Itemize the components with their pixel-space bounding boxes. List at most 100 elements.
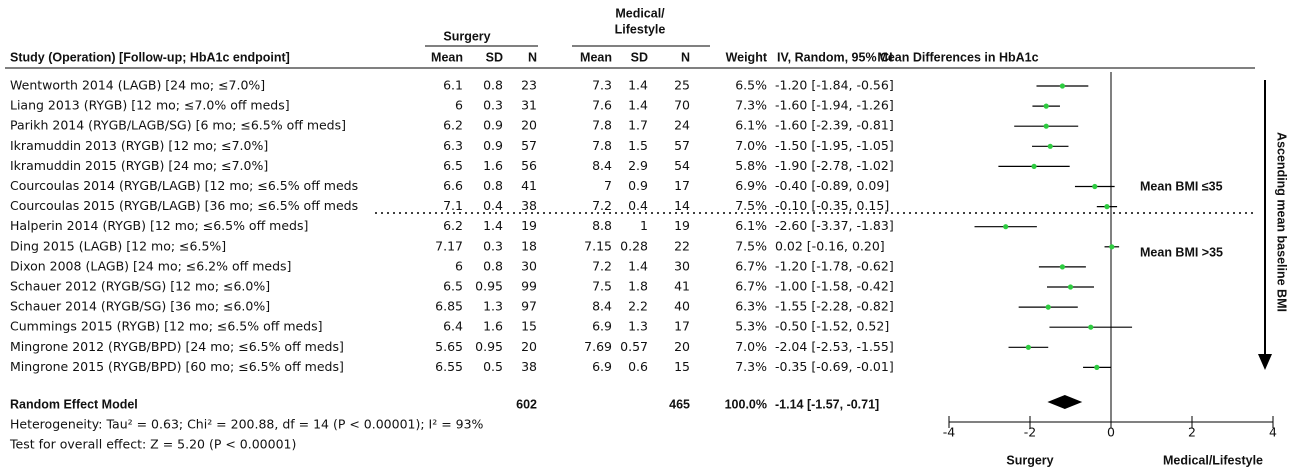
- ci-cell: -1.90 [-2.78, -1.02]: [775, 158, 894, 173]
- overall-test: Test for overall effect: Z = 5.20 (P < 0…: [9, 437, 296, 452]
- study-name: Mingrone 2012 (RYGB/BPD) [24 mo; ≤6.5% o…: [10, 339, 344, 354]
- effect-point: [1031, 163, 1037, 169]
- surgery-cell: 6.85: [435, 299, 463, 314]
- surgery-cell: 1.4: [483, 218, 503, 233]
- medical-cell: 0.57: [620, 339, 648, 354]
- medical-cell: 30: [674, 258, 690, 273]
- surgery-cell: 31: [521, 98, 537, 113]
- summary-n: 465: [669, 397, 690, 411]
- medical-cell: 2.2: [628, 299, 648, 314]
- weight-cell: 5.8%: [735, 158, 767, 173]
- surgery-cell: 0.9: [483, 118, 503, 133]
- plot-title: Mean Differences in HbA1c: [877, 50, 1038, 64]
- medical-cell: 0.6: [628, 359, 648, 374]
- surgery-cell: 1.6: [483, 319, 503, 334]
- study-name: Ikramuddin 2013 (RYGB) [12 mo; ≤7.0%]: [10, 138, 268, 153]
- effect-point: [1109, 244, 1115, 250]
- effect-point: [1045, 304, 1051, 310]
- x-tick-label: -4: [943, 425, 956, 440]
- medical-cell: 14: [674, 198, 690, 213]
- surgery-cell: 20: [521, 339, 537, 354]
- medical-cell: 1.5: [628, 138, 648, 153]
- x-side-label: Medical/Lifestyle: [1163, 453, 1263, 467]
- summary-diamond: [1047, 395, 1083, 409]
- group-header: Medical/: [615, 6, 665, 20]
- surgery-cell: 6.4: [443, 319, 463, 334]
- medical-cell: 7.15: [584, 238, 612, 253]
- medical-cell: 7.8: [592, 118, 612, 133]
- effect-point: [1043, 123, 1049, 129]
- study-name: Cummings 2015 (RYGB) [12 mo; ≤6.5% off m…: [10, 319, 323, 334]
- ci-cell: -1.20 [-1.84, -0.56]: [775, 78, 894, 93]
- summary-label: Random Effect Model: [10, 397, 138, 411]
- column-header: SD: [486, 50, 503, 64]
- surgery-cell: 0.3: [483, 98, 503, 113]
- medical-cell: 7: [604, 178, 612, 193]
- medical-cell: 1.3: [628, 319, 648, 334]
- ci-cell: -2.60 [-3.37, -1.83]: [775, 218, 894, 233]
- x-side-label: Surgery: [1006, 453, 1053, 467]
- column-header: Mean: [431, 50, 463, 64]
- trend-label: Ascending mean baseline BMI: [1275, 132, 1289, 312]
- summary-weight: 100.0%: [725, 397, 767, 411]
- medical-cell: 1.8: [628, 279, 648, 294]
- medical-cell: 7.69: [584, 339, 612, 354]
- surgery-cell: 1.3: [483, 299, 503, 314]
- surgery-cell: 97: [521, 299, 537, 314]
- medical-cell: 7.2: [592, 258, 612, 273]
- surgery-cell: 6: [455, 98, 463, 113]
- column-header: Weight: [726, 50, 768, 64]
- weight-cell: 7.5%: [735, 198, 767, 213]
- medical-cell: 7.8: [592, 138, 612, 153]
- surgery-cell: 15: [521, 319, 537, 334]
- effect-point: [1025, 344, 1031, 350]
- weight-cell: 6.9%: [735, 178, 767, 193]
- medical-cell: 22: [674, 238, 690, 253]
- ci-cell: -1.50 [-1.95, -1.05]: [775, 138, 894, 153]
- weight-cell: 5.3%: [735, 319, 767, 334]
- study-name: Wentworth 2014 (LAGB) [24 mo; ≤7.0%]: [10, 78, 265, 93]
- medical-cell: 0.28: [620, 238, 648, 253]
- medical-cell: 20: [674, 339, 690, 354]
- medical-cell: 19: [674, 218, 690, 233]
- study-name: Ikramuddin 2015 (RYGB) [24 mo; ≤7.0%]: [10, 158, 268, 173]
- medical-cell: 7.5: [592, 279, 612, 294]
- medical-cell: 40: [674, 299, 690, 314]
- ci-cell: 0.02 [-0.16, 0.20]: [775, 238, 885, 253]
- effect-point: [1043, 103, 1049, 109]
- ci-cell: -0.50 [-1.52, 0.52]: [775, 319, 889, 334]
- column-header: N: [528, 50, 537, 64]
- effect-point: [1088, 324, 1094, 330]
- surgery-cell: 41: [521, 178, 537, 193]
- x-tick-label: 4: [1269, 425, 1277, 440]
- medical-cell: 6.9: [592, 359, 612, 374]
- heterogeneity: Heterogeneity: Tau² = 0.63; Chi² = 200.8…: [10, 417, 484, 432]
- surgery-cell: 38: [521, 359, 537, 374]
- surgery-cell: 19: [521, 218, 537, 233]
- surgery-cell: 56: [521, 158, 537, 173]
- study-name: Dixon 2008 (LAGB) [24 mo; ≤6.2% off meds…: [10, 258, 291, 273]
- medical-cell: 8.8: [592, 218, 612, 233]
- surgery-cell: 0.8: [483, 178, 503, 193]
- medical-cell: 1.4: [628, 98, 648, 113]
- surgery-cell: 20: [521, 118, 537, 133]
- trend-arrowhead: [1258, 354, 1272, 370]
- surgery-cell: 6.1: [443, 78, 463, 93]
- surgery-cell: 0.4: [483, 198, 503, 213]
- weight-cell: 7.5%: [735, 238, 767, 253]
- summary-ci: -1.14 [-1.57, -0.71]: [775, 397, 879, 411]
- effect-point: [1104, 204, 1110, 210]
- surgery-cell: 30: [521, 258, 537, 273]
- ci-cell: -1.60 [-1.94, -1.26]: [775, 98, 894, 113]
- study-name: Parikh 2014 (RYGB/LAGB/SG) [6 mo; ≤6.5% …: [10, 118, 346, 133]
- x-tick-label: -2: [1024, 425, 1036, 440]
- surgery-cell: 0.9: [483, 138, 503, 153]
- weight-cell: 7.3%: [735, 359, 767, 374]
- summary-n: 602: [516, 397, 537, 411]
- surgery-cell: 6.55: [435, 359, 463, 374]
- surgery-cell: 6: [455, 258, 463, 273]
- medical-cell: 8.4: [592, 158, 612, 173]
- study-name: Courcoulas 2014 (RYGB/LAGB) [12 mo; ≤6.5…: [10, 178, 358, 193]
- effect-point: [1059, 83, 1065, 89]
- medical-cell: 8.4: [592, 299, 612, 314]
